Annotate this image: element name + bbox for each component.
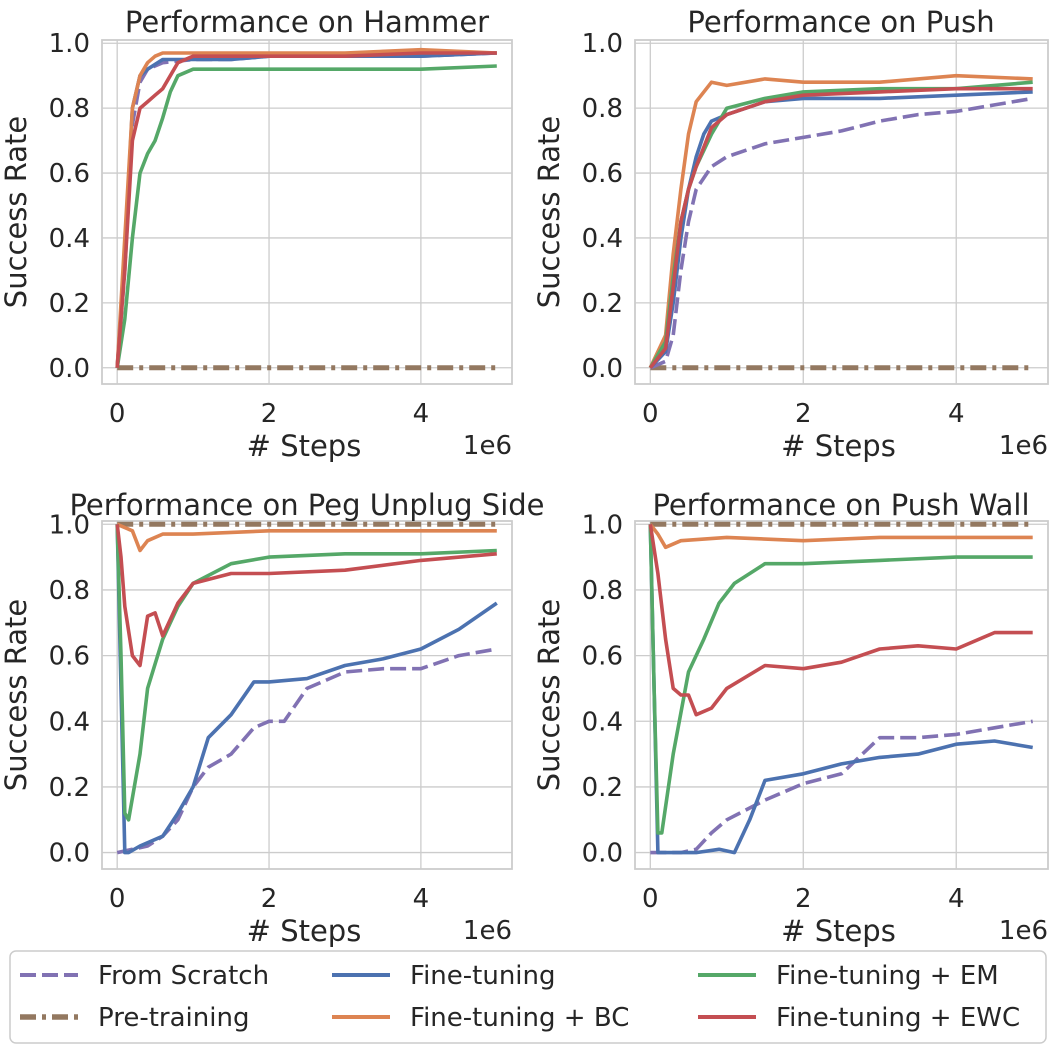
x-axis-label: # Steps [781,914,896,948]
x-axis-label: # Steps [247,914,362,948]
series-line-from_scratch [116,647,498,855]
x-tick-label: 0 [109,884,126,914]
chart-panel: 0 2 4 0.0 0.2 0.4 0.6 0.8 1.0 Performance on Push… [532,488,1049,948]
series-line-from_scratch [115,51,497,368]
x-tick-label: 4 [948,399,965,429]
chart-panel: 0 2 4 0.0 0.2 0.4 0.6 0.8 1.0 Performance on Push… [532,5,1049,463]
x-axis-label: # Steps [247,429,362,463]
y-axis-label: Success Rate [0,599,33,791]
x-tick-label: 2 [261,399,278,429]
y-tick-label: 1.0 [49,510,90,540]
legend-item: Fine-tuning [332,961,556,991]
chart-title: Performance on Peg Unplug Side [69,488,544,522]
plot-frame [634,39,1049,385]
y-tick-label: 1.0 [582,29,623,59]
series-line-finetuning_ewc [115,524,497,668]
series-line-finetuning_em [648,524,1033,835]
x-tick-label: 2 [261,884,278,914]
y-tick-label: 0.8 [582,576,623,606]
x-tick-label: 4 [413,399,430,429]
chart-title: Performance on Push Wall [652,488,1029,522]
y-tick-label: 1.0 [49,29,90,59]
legend: From Scratch Pre-training Fine-tuning Fine-… [9,950,1047,1044]
plot-frame [101,39,513,385]
series-line-finetuning_bc [115,47,497,368]
y-tick-label: 0.2 [582,289,623,319]
y-tick-label: 0.8 [49,94,90,124]
x-tick-label: 0 [642,399,659,429]
plot-frame [101,520,513,870]
x-scale-label: 1e6 [463,431,512,461]
x-tick-label: 4 [948,884,965,914]
series-line-finetuning_bc [648,523,1033,550]
legend-label: Fine-tuning + BC [410,1003,629,1033]
y-tick-label: 0.6 [582,642,623,672]
x-tick-label: 2 [795,884,812,914]
series-line-finetuning_ewc [648,524,1033,717]
series-line-from_scratch [649,96,1034,370]
y-tick-label: 0.0 [582,354,623,384]
legend-item: Pre-training [20,1003,249,1033]
y-axis-label: Success Rate [532,116,566,308]
legend-item: Fine-tuning + BC [332,1003,629,1033]
y-tick-label: 0.6 [49,642,90,672]
y-tick-label: 0.8 [582,94,623,124]
x-scale-label: 1e6 [999,916,1048,946]
x-scale-label: 1e6 [463,916,512,946]
y-tick-label: 0.4 [582,707,623,737]
series-line-finetuning_bc [648,73,1033,369]
series-line-finetuning_em [115,524,497,822]
x-tick-label: 2 [795,399,812,429]
legend-label: Fine-tuning + EM [776,961,999,991]
x-tick-label: 0 [109,399,126,429]
chart-title: Performance on Hammer [125,5,489,39]
legend-label: From Scratch [98,961,269,991]
chart-panel: 0 2 4 0.0 0.2 0.4 0.6 0.8 1.0 Performance on Hamm… [0,5,513,463]
chart-title: Performance on Push [687,5,994,39]
x-scale-label: 1e6 [999,431,1048,461]
series-line-finetuning_em [115,64,497,369]
y-tick-label: 0.0 [49,839,90,869]
legend-label: Fine-tuning + EWC [776,1003,1020,1033]
series-line-finetuning_ewc [115,51,497,368]
series-line-finetuning [648,524,1034,855]
legend-label: Pre-training [98,1003,249,1033]
legend-label: Fine-tuning [410,961,556,991]
y-axis-label: Success Rate [0,116,33,308]
y-tick-label: 0.8 [49,576,90,606]
y-tick-label: 0.2 [49,773,90,803]
legend-item: From Scratch [20,961,269,991]
y-tick-label: 0.4 [49,224,90,254]
y-tick-label: 0.2 [582,773,623,803]
series-line-finetuning_bc [116,522,497,553]
y-tick-label: 1.0 [582,510,623,540]
legend-item: Fine-tuning + EM [698,961,999,991]
series-line-from_scratch [650,719,1034,855]
plot-frame [634,520,1049,870]
y-tick-label: 0.6 [49,159,90,189]
x-tick-label: 4 [413,884,430,914]
x-tick-label: 0 [642,884,659,914]
y-tick-label: 0.6 [582,159,623,189]
y-tick-label: 0.0 [582,839,623,869]
y-tick-label: 0.4 [49,707,90,737]
series-line-finetuning [115,51,497,368]
y-axis-label: Success Rate [532,599,566,791]
x-axis-label: # Steps [781,429,896,463]
series-line-finetuning [115,524,498,855]
legend-item: Fine-tuning + EWC [698,1003,1020,1033]
series-line-finetuning_ewc [648,86,1033,369]
y-tick-label: 0.2 [49,289,90,319]
legend-box [9,950,1047,1044]
y-tick-label: 0.4 [582,224,623,254]
y-tick-label: 0.0 [49,354,90,384]
series-line-finetuning [648,90,1033,370]
